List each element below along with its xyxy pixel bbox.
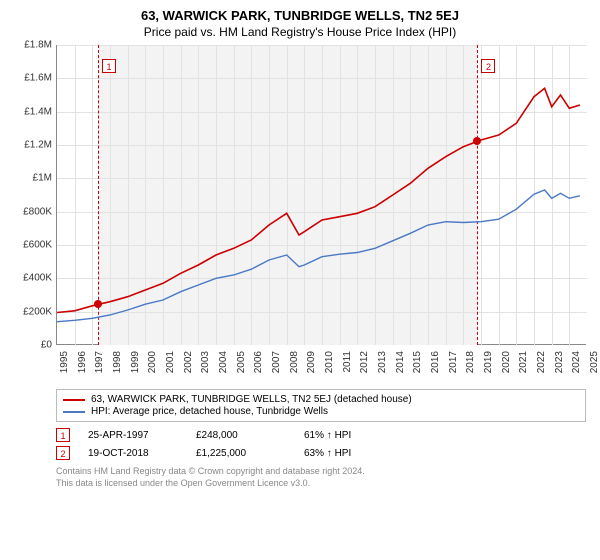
- chart-container: 63, WARWICK PARK, TUNBRIDGE WELLS, TN2 5…: [0, 0, 600, 493]
- x-tick-label: 2017: [448, 351, 459, 373]
- sale-date: 19-OCT-2018: [88, 448, 178, 459]
- sale-hpi: 61% ↑ HPI: [304, 430, 394, 441]
- x-tick-label: 2016: [430, 351, 441, 373]
- sale-row: 2 19-OCT-2018 £1,225,000 63% ↑ HPI: [56, 446, 586, 460]
- x-tick-label: 2005: [236, 351, 247, 373]
- x-tick-label: 2001: [165, 351, 176, 373]
- legend-label: HPI: Average price, detached house, Tunb…: [91, 406, 328, 417]
- y-tick-label: £1.4M: [24, 106, 52, 117]
- sale-price: £248,000: [196, 430, 286, 441]
- sales-table: 1 25-APR-1997 £248,000 61% ↑ HPI 2 19-OCT-201…: [56, 428, 586, 460]
- sale-price: £1,225,000: [196, 448, 286, 459]
- x-tick-label: 2014: [395, 351, 406, 373]
- y-tick-label: £400K: [23, 273, 52, 284]
- legend-item: 63, WARWICK PARK, TUNBRIDGE WELLS, TN2 5…: [63, 394, 579, 405]
- attribution-line-1: Contains HM Land Registry data © Crown c…: [56, 466, 586, 478]
- plot-area: £0 £200K £400K £600K £800K £1M £1.2M £1.4M £1.6M…: [10, 45, 590, 385]
- x-tick-label: 2015: [412, 351, 423, 373]
- x-axis: 1995 1996 1997 1998 1999 2000 2001 2002 2003 2004…: [56, 347, 586, 385]
- y-tick-label: £1.8M: [24, 40, 52, 51]
- x-tick-label: 2002: [183, 351, 194, 373]
- x-tick-label: 2018: [465, 351, 476, 373]
- legend-label: 63, WARWICK PARK, TUNBRIDGE WELLS, TN2 5…: [91, 394, 412, 405]
- x-tick-label: 2023: [554, 351, 565, 373]
- legend-swatch: [63, 399, 85, 401]
- sale-row-marker: 2: [56, 446, 70, 460]
- legend-swatch: [63, 411, 85, 413]
- line-svg: [57, 45, 587, 345]
- x-tick-label: 2012: [359, 351, 370, 373]
- sale-date: 25-APR-1997: [88, 430, 178, 441]
- x-tick-label: 2011: [342, 351, 353, 373]
- x-tick-label: 2020: [501, 351, 512, 373]
- y-tick-label: £800K: [23, 206, 52, 217]
- sale-marker-1: 1: [102, 59, 116, 73]
- y-tick-label: £200K: [23, 306, 52, 317]
- x-tick-label: 2019: [483, 351, 494, 373]
- x-tick-label: 2022: [536, 351, 547, 373]
- attribution: Contains HM Land Registry data © Crown c…: [56, 466, 586, 489]
- sale-marker-2: 2: [481, 59, 495, 73]
- x-tick-label: 2024: [571, 351, 582, 373]
- sale-row: 1 25-APR-1997 £248,000 61% ↑ HPI: [56, 428, 586, 442]
- sale-row-marker: 1: [56, 428, 70, 442]
- x-tick-label: 2025: [589, 351, 600, 373]
- sale-hpi: 63% ↑ HPI: [304, 448, 394, 459]
- sale-dot-1: [94, 300, 102, 308]
- x-tick-label: 1996: [77, 351, 88, 373]
- chart-box: 12: [56, 45, 586, 345]
- y-tick-label: £1M: [33, 173, 52, 184]
- y-axis: £0£200K£400K£600K£800K£1M£1.2M£1.4M£1.6M…: [10, 45, 56, 345]
- x-tick-label: 2007: [271, 351, 282, 373]
- x-tick-label: 2006: [253, 351, 264, 373]
- x-tick-label: 2010: [324, 351, 335, 373]
- x-tick-label: 2003: [200, 351, 211, 373]
- x-tick-label: 2008: [289, 351, 300, 373]
- x-tick-label: 1995: [59, 351, 70, 373]
- chart-subtitle: Price paid vs. HM Land Registry's House …: [10, 25, 590, 39]
- x-tick-label: 2000: [147, 351, 158, 373]
- x-tick-label: 1998: [112, 351, 123, 373]
- series-line: [57, 88, 580, 312]
- y-tick-label: £1.2M: [24, 140, 52, 151]
- attribution-line-2: This data is licensed under the Open Gov…: [56, 478, 586, 490]
- chart-title: 63, WARWICK PARK, TUNBRIDGE WELLS, TN2 5…: [10, 8, 590, 23]
- x-tick-label: 2009: [306, 351, 317, 373]
- sale-dot-2: [473, 137, 481, 145]
- x-tick-label: 2013: [377, 351, 388, 373]
- y-tick-label: £1.6M: [24, 73, 52, 84]
- legend: 63, WARWICK PARK, TUNBRIDGE WELLS, TN2 5…: [56, 389, 586, 422]
- legend-item: HPI: Average price, detached house, Tunb…: [63, 406, 579, 417]
- x-tick-label: 2004: [218, 351, 229, 373]
- series-line: [57, 190, 580, 322]
- y-tick-label: £600K: [23, 240, 52, 251]
- x-tick-label: 1997: [94, 351, 105, 373]
- y-tick-label: £0: [41, 340, 52, 351]
- x-tick-label: 1999: [130, 351, 141, 373]
- x-tick-label: 2021: [518, 351, 529, 373]
